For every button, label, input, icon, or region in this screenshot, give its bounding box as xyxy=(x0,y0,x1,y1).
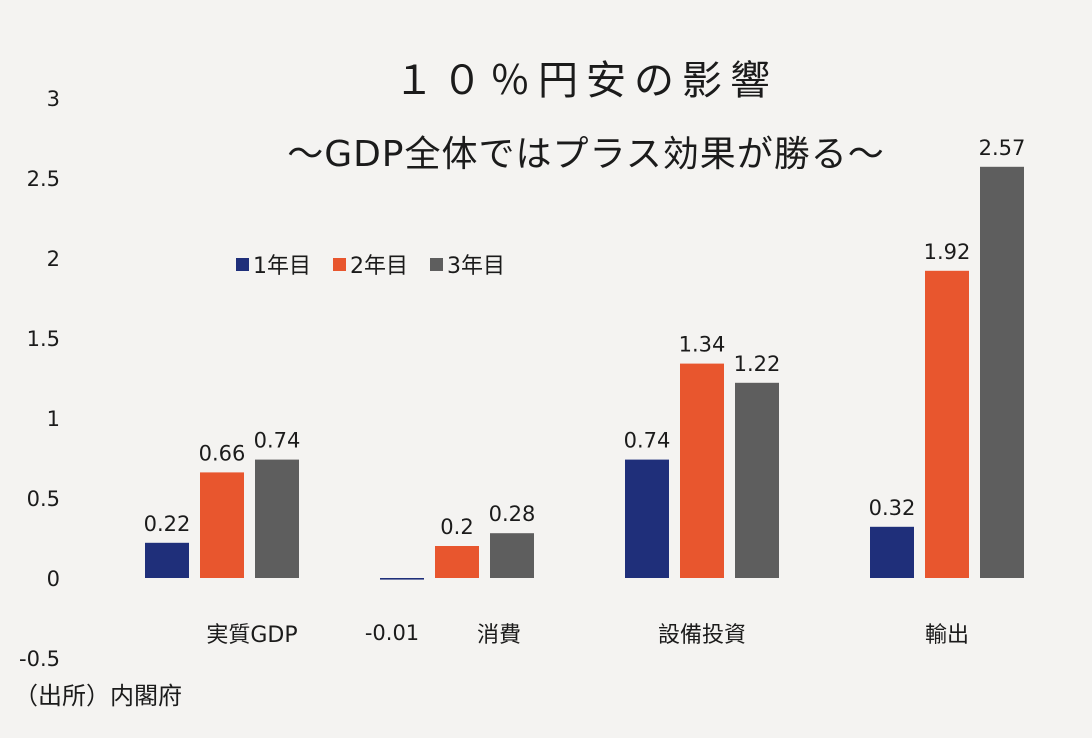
data-label: 0.28 xyxy=(489,502,536,526)
category-label: 消費 xyxy=(477,623,521,648)
data-label: 1.92 xyxy=(924,240,971,264)
bar xyxy=(870,526,914,578)
data-label: 0.2 xyxy=(440,515,473,539)
bar xyxy=(680,363,724,578)
bar xyxy=(490,533,534,578)
data-label: 2.57 xyxy=(979,136,1026,160)
legend-item-year1: 1年目 xyxy=(236,248,311,280)
bar xyxy=(735,382,779,578)
data-label: -0.01 xyxy=(365,621,419,645)
bar xyxy=(625,459,669,578)
y-tick-label: 2.5 xyxy=(27,167,60,191)
data-label: 1.22 xyxy=(734,352,781,376)
data-label: 0.32 xyxy=(869,496,916,520)
legend-swatch-year1 xyxy=(236,257,249,271)
legend-swatch-year3 xyxy=(430,257,443,271)
y-tick-label: 1 xyxy=(47,407,60,431)
category-label: 設備投資 xyxy=(658,623,746,648)
y-tick-label: 2 xyxy=(47,247,60,271)
legend-item-year3: 3年目 xyxy=(430,248,505,280)
bar xyxy=(255,459,299,578)
data-label: 0.22 xyxy=(144,512,191,536)
legend-swatch-year2 xyxy=(333,257,346,271)
data-label: 0.74 xyxy=(254,429,301,453)
bar xyxy=(200,472,244,578)
legend: 1年目 2年目 3年目 xyxy=(236,248,505,280)
source-note: （出所）内閣府 xyxy=(14,682,182,710)
category-label: 実質GDP xyxy=(206,623,297,648)
legend-label-year3: 3年目 xyxy=(447,254,505,279)
y-tick-label: 0 xyxy=(47,567,60,591)
y-tick-label: 0.5 xyxy=(27,487,60,511)
data-label: 1.34 xyxy=(679,333,726,357)
bar xyxy=(925,270,969,578)
bar xyxy=(980,166,1024,579)
legend-label-year1: 1年目 xyxy=(253,254,311,279)
category-label: 輸出 xyxy=(925,623,969,648)
y-tick-label: -0.5 xyxy=(19,647,60,671)
data-label: 0.74 xyxy=(624,429,671,453)
legend-item-year2: 2年目 xyxy=(333,248,408,280)
chart-title: １０％円安の影響 xyxy=(394,58,778,104)
legend-label-year2: 2年目 xyxy=(350,254,408,279)
y-tick-label: 3 xyxy=(47,87,60,111)
y-tick-label: 1.5 xyxy=(27,327,60,351)
data-label: 0.66 xyxy=(199,441,246,465)
bar xyxy=(435,546,479,578)
chart-subtitle: ～GDP全体ではプラス効果が勝る～ xyxy=(287,134,885,175)
bar xyxy=(380,578,424,580)
bar xyxy=(145,542,189,578)
